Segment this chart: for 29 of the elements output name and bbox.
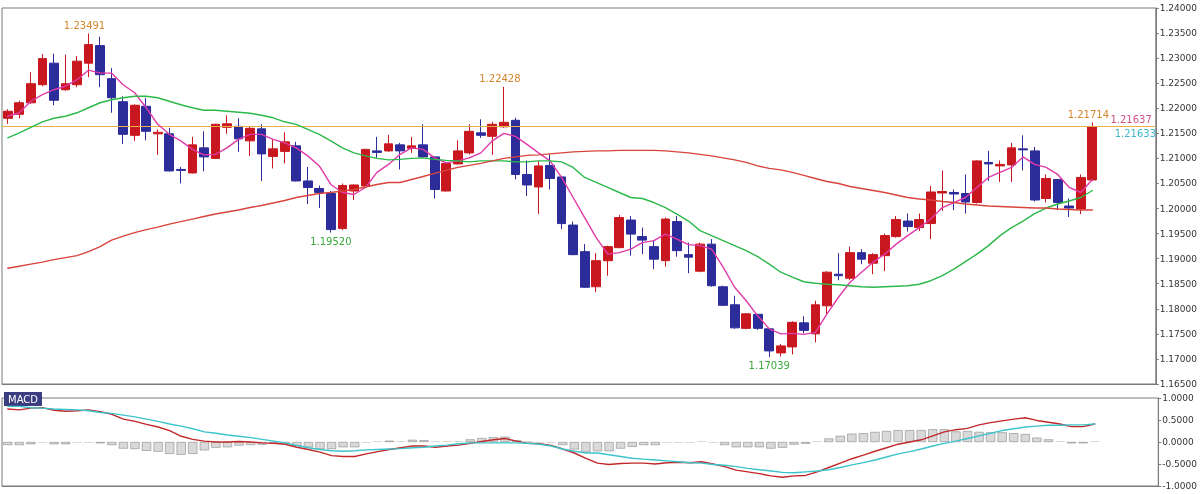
y-tick-label: 1.21500 xyxy=(1159,128,1198,139)
y-tick-label: 1.18500 xyxy=(1159,278,1198,289)
annotation: 1.22428 xyxy=(479,73,521,85)
annotation: 1.23491 xyxy=(63,20,106,32)
y-tick-label: 1.17000 xyxy=(1159,353,1198,364)
y-tick-label: 1.17500 xyxy=(1159,328,1198,339)
y-tick-label: 1.16500 xyxy=(1159,379,1198,389)
annotation: 1.19520 xyxy=(310,236,352,248)
y-tick-label: 1.22000 xyxy=(1159,103,1198,114)
y-tick-label: 1.23500 xyxy=(1159,28,1198,39)
y-tick-label: 0.0000 xyxy=(1162,437,1195,447)
y-tick-label: 1.23000 xyxy=(1159,53,1198,64)
y-tick-label: 0.5000 xyxy=(1162,415,1195,425)
y-tick-label: 1.19000 xyxy=(1159,253,1198,264)
y-tick-label: -1.0000 xyxy=(1162,481,1198,491)
y-tick-label: -0.5000 xyxy=(1162,459,1198,469)
chart-title: MACD xyxy=(8,393,39,405)
y-tick-label: 1.20000 xyxy=(1159,203,1198,214)
y-tick-label: 1.18000 xyxy=(1159,303,1198,314)
y-tick-label: 1.21000 xyxy=(1159,153,1198,164)
annotation: 1.17039 xyxy=(748,360,790,372)
y-tick-label: 1.20500 xyxy=(1159,178,1198,189)
annotation: 1.21714 xyxy=(1067,109,1109,121)
y-tick-label: 1.0000 xyxy=(1162,393,1195,403)
y-tick-label: 1.24000 xyxy=(1159,3,1198,13)
text: 1.21633 xyxy=(1114,127,1156,139)
y-tick-label: 1.22500 xyxy=(1159,78,1198,89)
y-tick-label: 1.19500 xyxy=(1159,228,1198,239)
ref-line-label: 1.21637 xyxy=(1110,113,1152,125)
